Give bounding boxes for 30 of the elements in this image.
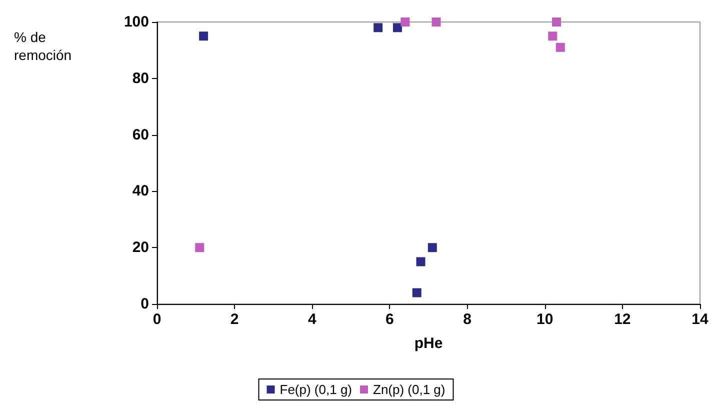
y-tick-label: 40 — [132, 182, 149, 200]
x-axis-title: pHe — [414, 335, 443, 352]
x-tick-label: 4 — [308, 311, 317, 328]
y-tick-label: 60 — [132, 126, 149, 144]
y-tick-label: 100 — [124, 14, 149, 30]
x-tick-label: 0 — [152, 311, 162, 328]
point — [548, 32, 558, 41]
y-axis-title: % de remoción — [14, 29, 72, 63]
point — [428, 243, 437, 252]
point — [416, 257, 426, 266]
point — [392, 23, 402, 32]
x-tick-label: 14 — [692, 311, 709, 328]
x-tick-label: 6 — [386, 311, 394, 328]
point — [552, 18, 561, 26]
legend-label: Zn(p) (0,1 g) — [373, 382, 446, 397]
point — [374, 23, 383, 32]
x-tick-label: 10 — [536, 311, 554, 328]
x-tick-label: 12 — [614, 311, 631, 328]
point — [412, 288, 422, 298]
y-tick-label: 20 — [132, 239, 149, 256]
point — [432, 18, 441, 26]
point — [195, 243, 204, 252]
x-tick-label: 2 — [230, 311, 239, 328]
x-tick-label: 8 — [463, 311, 472, 328]
y-tick-label: 80 — [132, 70, 149, 87]
point — [400, 18, 410, 26]
point — [199, 32, 208, 41]
point — [556, 42, 565, 52]
legend-label: Fe(p) (0,1 g) — [280, 382, 352, 397]
y-tick-label: 0 — [140, 296, 149, 312]
